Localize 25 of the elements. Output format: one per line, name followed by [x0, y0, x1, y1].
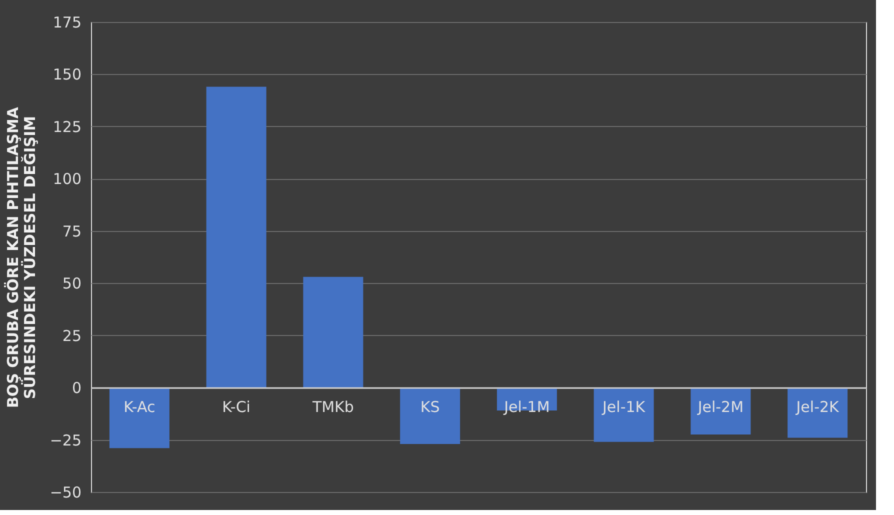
bar — [788, 388, 848, 438]
text: BOŞ GRUBA GÖRE KAN PIHTILAŞMA — [4, 106, 22, 408]
bar — [303, 276, 364, 388]
bar — [400, 388, 460, 444]
y-tick-label: −25 — [50, 431, 82, 450]
x-tick-label: K-Ac — [124, 398, 156, 416]
x-tick-label: K-Ci — [222, 398, 250, 416]
x-tick-label: Jel-2M — [696, 398, 744, 416]
y-tick-label: 25 — [62, 326, 82, 345]
bar — [206, 86, 266, 388]
y-tick-label: 50 — [62, 274, 82, 293]
x-tick-label: KS — [420, 398, 440, 416]
y-tick-label: 0 — [72, 379, 82, 398]
bar — [594, 388, 654, 442]
y-tick-label: 175 — [52, 14, 82, 32]
y-tick-label: 125 — [52, 118, 82, 136]
x-tick-label: Jel-1K — [602, 398, 646, 416]
x-tick-label: Jel-2K — [795, 398, 840, 416]
y-tick-label: −50 — [50, 484, 82, 502]
x-tick-label: TMKb — [311, 398, 354, 416]
y-tick-label: 75 — [62, 222, 82, 240]
bar — [109, 388, 170, 448]
y-tick-label: 100 — [52, 170, 82, 188]
text: SÜRESINDEKI YÜZDESEL DEĞIŞIM — [20, 116, 39, 400]
y-tick-label: 150 — [52, 66, 82, 84]
